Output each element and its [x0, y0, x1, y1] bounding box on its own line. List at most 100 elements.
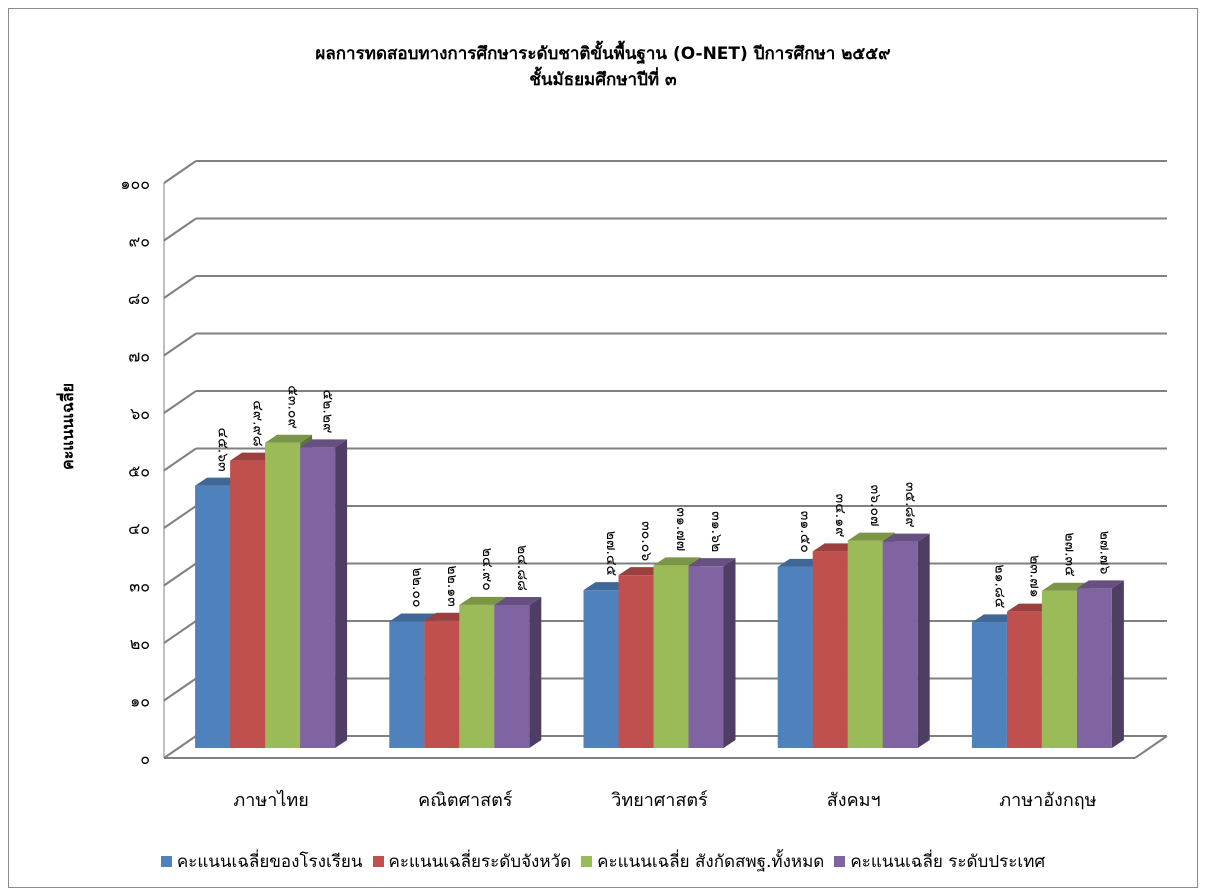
y-tick-label: ๖๐ [130, 404, 150, 423]
legend-item-province: คะแนนเฉลี่ยระดับจังหวัด [372, 848, 572, 875]
bar-side [1111, 580, 1124, 748]
data-label: ๒๒.๐๐ [409, 568, 425, 608]
gridline-diagonal [163, 217, 197, 242]
data-label: ๓๑.๕๐ [797, 511, 813, 553]
data-label: ๕๒.๒๙ [320, 390, 336, 434]
y-tick-label: ๑๐๐ [120, 174, 150, 193]
x-tick-label: ภาษาไทย [233, 789, 308, 811]
bar [230, 460, 266, 748]
bar [389, 621, 425, 748]
bar [688, 566, 724, 748]
y-tick-label: ๕๐ [128, 462, 150, 481]
data-label: ๒๑.๘๕ [991, 564, 1007, 608]
gridline-diagonal [163, 160, 197, 184]
bar [494, 604, 530, 748]
floor-right-edge [1134, 735, 1168, 759]
bar-side [723, 558, 736, 748]
data-label: ๓๑.๖๒ [708, 511, 724, 552]
bar [1041, 590, 1077, 748]
data-label: ๔๕.๖๓ [215, 428, 231, 472]
bar-top [688, 558, 736, 567]
y-tick-label: ๙๐ [129, 232, 150, 251]
bar [847, 540, 883, 748]
legend-swatch [160, 856, 172, 867]
bar [1006, 611, 1042, 748]
legend-item-obec: คะแนนเฉลี่ย สังกัดสพฐ.ทั้งหมด [581, 848, 824, 875]
y-tick-label: ๒๐ [130, 634, 150, 653]
bar-top [265, 434, 313, 443]
bar-top [653, 557, 701, 566]
data-label: ๒๔.๙๐ [479, 548, 495, 591]
data-label: ๒๓.๗๑ [1026, 555, 1042, 598]
legend-label: คะแนนเฉลี่ย สังกัดสพฐ.ทั้งหมด [597, 852, 825, 872]
bar-side [529, 596, 542, 748]
gridline-diagonal [163, 275, 197, 299]
data-label: ๒๗.๓๕ [1061, 532, 1077, 576]
gridline-diagonal [163, 390, 197, 414]
bar [618, 575, 654, 748]
gridline-diagonal [163, 505, 197, 529]
chart-subtitle: ชั้นมัธยมศึกษาปีที่ ๓ [529, 70, 677, 90]
bar [300, 447, 336, 748]
gridline-diagonal [163, 677, 197, 702]
bar-top [389, 613, 437, 622]
legend-item-national: คะแนนเฉลี่ย ระดับประเทศ [834, 848, 1045, 875]
legend-swatch [372, 856, 384, 867]
bar [424, 620, 460, 748]
gridline-diagonal [163, 332, 197, 357]
legend-label: คะแนนเฉลี่ยระดับจังหวัด [388, 852, 572, 872]
data-label: ๓๔.๑๙ [832, 494, 848, 538]
chart-title: ผลการทดสอบทางการศึกษาระดับชาติขั้นพื้นฐา… [315, 44, 891, 64]
y-tick-label: ๘๐ [128, 289, 150, 308]
bar-top [1076, 580, 1124, 589]
bar-side [917, 533, 930, 748]
bar [583, 590, 619, 748]
legend-label: คะแนนเฉลี่ยของโรงเรียน [176, 852, 363, 872]
legend-item-school: คะแนนเฉลี่ยของโรงเรียน [160, 848, 363, 875]
bar [777, 566, 813, 748]
data-label: ๓๕.๘๙ [902, 482, 918, 528]
data-label: ๒๗.๔๕ [603, 531, 619, 576]
bar [1076, 588, 1112, 748]
data-label: ๒๗.๗๖ [1096, 531, 1112, 575]
y-tick-label: ๐ [140, 749, 150, 768]
gridline-diagonal [163, 562, 197, 587]
data-label: ๓๐.๐๖ [638, 521, 654, 561]
x-tick-label: ภาษาอังกฤษ [999, 790, 1096, 811]
y-axis-label: คะแนนเฉลี่ย [58, 382, 77, 470]
data-label: ๒๒.๑๓ [444, 565, 460, 606]
bar [459, 604, 495, 748]
y-tick-label: ๑๐ [130, 692, 150, 711]
bar-top [882, 533, 930, 542]
data-label: ๕๓.๐๙ [285, 385, 301, 428]
legend-swatch [581, 856, 593, 867]
legend-label: คะแนนเฉลี่ย ระดับประเทศ [850, 852, 1046, 872]
y-tick-label: ๔๐ [128, 519, 150, 538]
bar [265, 442, 301, 748]
data-label: ๓๖.๐๗ [867, 485, 883, 527]
data-label: ๔๙.๙๘ [250, 400, 266, 446]
x-tick-label: คณิตศาสตร์ [418, 790, 513, 811]
x-tick-label: สังคมฯ [827, 790, 881, 811]
data-label: ๓๑.๗๗ [673, 507, 689, 551]
bar [971, 622, 1007, 748]
y-tick-label: ๗๐ [128, 347, 150, 366]
gridline-diagonal [163, 447, 197, 472]
bar-top [847, 532, 895, 541]
bar [882, 541, 918, 748]
bar-top [300, 439, 348, 448]
bar [812, 551, 848, 748]
legend-swatch [834, 856, 846, 867]
bar [653, 565, 689, 748]
gridline-diagonal [163, 620, 197, 644]
legend: คะแนนเฉลี่ยของโรงเรียน คะแนนเฉลี่ยระดับจ… [0, 848, 1206, 875]
bar-top [459, 596, 507, 605]
bar-side [335, 439, 348, 748]
bar-top [494, 596, 542, 605]
y-tick-label: ๓๐ [129, 577, 150, 596]
gridline-diagonal [163, 735, 197, 759]
x-tick-label: วิทยาศาสตร์ [611, 790, 708, 811]
data-label: ๒๔.๘๘ [514, 545, 530, 591]
bar [195, 485, 231, 748]
